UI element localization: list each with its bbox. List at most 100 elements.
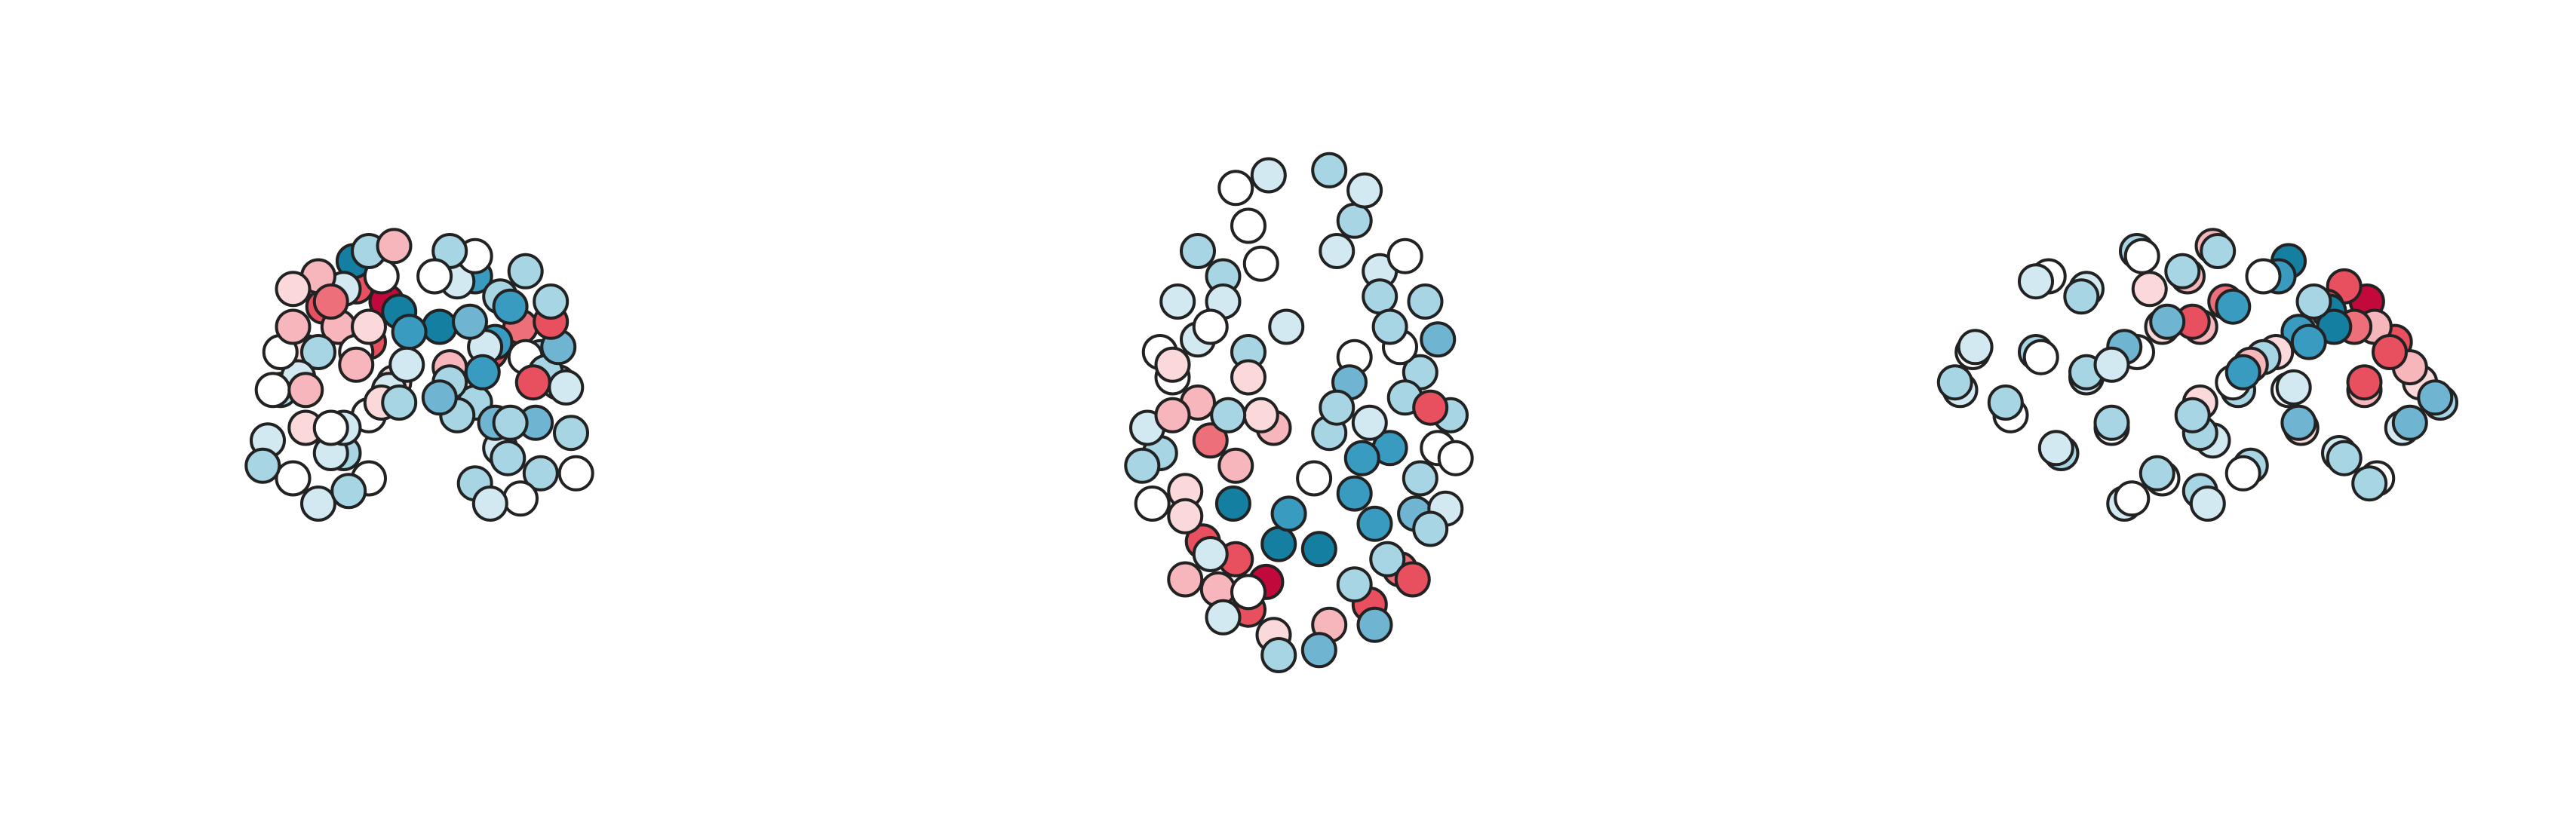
node: [2295, 283, 2332, 320]
node: [1987, 384, 2024, 421]
node: [2275, 369, 2312, 406]
node: [1192, 308, 1229, 345]
node: [1167, 561, 1204, 598]
node: [1394, 561, 1431, 598]
node: [1336, 475, 1373, 512]
node: [2417, 379, 2454, 416]
node: [492, 404, 529, 441]
node: [1296, 460, 1333, 497]
node: [2149, 303, 2186, 340]
node: [1154, 397, 1191, 433]
node: [2189, 486, 2226, 522]
axial-view: [1124, 152, 1474, 673]
node: [522, 455, 559, 492]
node: [254, 372, 291, 409]
node: [1192, 422, 1229, 459]
node: [1192, 536, 1229, 572]
node: [1268, 308, 1305, 345]
node: [1369, 541, 1406, 577]
node: [275, 271, 312, 308]
node: [1407, 283, 1444, 320]
node: [2224, 354, 2261, 391]
node: [1356, 505, 1393, 542]
node: [1356, 606, 1393, 643]
node: [2215, 288, 2252, 325]
node: [471, 486, 508, 522]
node: [2224, 455, 2261, 492]
node: [1362, 278, 1399, 315]
node: [452, 303, 488, 340]
node: [2351, 465, 2388, 502]
node: [312, 409, 349, 446]
node: [548, 369, 585, 406]
node: [421, 308, 458, 345]
node: [1180, 233, 1216, 269]
node: [1134, 486, 1171, 522]
node: [2326, 440, 2363, 476]
node: [2037, 430, 2074, 467]
node: [391, 314, 428, 351]
node: [1336, 566, 1373, 603]
node: [1260, 637, 1297, 673]
node: [533, 283, 570, 320]
node: [2093, 404, 2130, 441]
node: [376, 228, 413, 265]
node: [1371, 308, 1408, 345]
node: [553, 415, 589, 452]
node: [1230, 207, 1267, 244]
node: [492, 288, 529, 325]
node: [338, 346, 375, 383]
node: [416, 258, 453, 295]
node: [2022, 339, 2059, 375]
node: [1319, 389, 1356, 426]
node: [2093, 346, 2130, 383]
node: [2245, 258, 2282, 295]
sagittal-view: [1936, 228, 2458, 522]
node: [1124, 447, 1161, 484]
node: [1351, 404, 1388, 441]
node: [2391, 404, 2428, 441]
node: [2063, 278, 2100, 315]
node: [1217, 170, 1254, 207]
node: [557, 455, 594, 492]
node: [1412, 389, 1449, 426]
node: [1412, 510, 1449, 547]
node: [1311, 152, 1348, 188]
node: [1957, 329, 1994, 366]
node: [1242, 245, 1279, 282]
node: [1250, 157, 1287, 194]
node: [275, 308, 312, 345]
node: [502, 480, 539, 517]
node: [1230, 359, 1267, 396]
node: [1936, 364, 1973, 401]
node: [2018, 263, 2054, 300]
node: [507, 253, 544, 289]
node: [2372, 334, 2408, 370]
node: [1300, 632, 1337, 669]
node: [1402, 460, 1438, 497]
node: [1167, 498, 1204, 535]
node: [490, 440, 527, 476]
node: [1205, 599, 1242, 636]
node: [300, 334, 336, 370]
node: [2131, 271, 2168, 308]
node: [2164, 253, 2201, 289]
node: [2174, 397, 2211, 433]
node: [514, 364, 551, 401]
node: [1214, 486, 1251, 522]
node: [312, 283, 349, 320]
node: [1343, 440, 1380, 476]
node: [2114, 480, 2151, 517]
node: [2138, 455, 2175, 492]
node: [1437, 440, 1474, 476]
node: [1386, 237, 1423, 274]
node: [1300, 531, 1337, 568]
node: [275, 460, 312, 497]
node: [381, 384, 418, 421]
node: [2200, 233, 2237, 269]
node: [244, 447, 281, 484]
node: [300, 486, 336, 522]
node: [1210, 397, 1247, 433]
